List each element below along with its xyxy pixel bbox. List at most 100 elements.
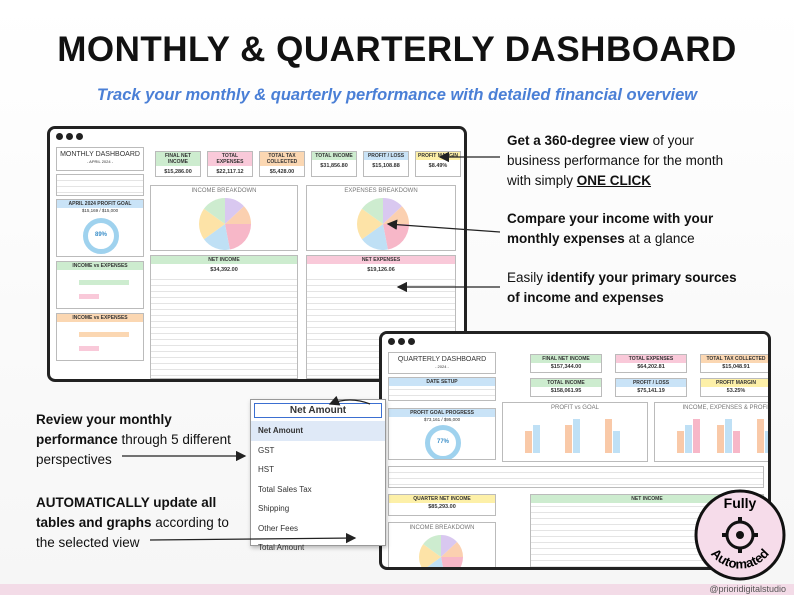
kpi-label: PROFIT / LOSS	[364, 152, 408, 160]
kpi-value: $31,856.80	[320, 163, 348, 169]
goal-percent: 89%	[94, 232, 107, 238]
compare-card: INCOME vs EXPENSES	[56, 261, 144, 309]
goal-label: APRIL 2024 PROFIT GOAL	[57, 200, 143, 208]
setup-label: DATE SETUP	[389, 378, 495, 386]
pie-slice	[225, 224, 251, 250]
kpi-label: TOTAL TAX COLLECTED	[701, 355, 768, 363]
kpi-card: PROFIT MARGIN 53.25%	[700, 378, 768, 397]
pie-slice	[423, 535, 441, 557]
expense-chart: EXPENSES BREAKDOWN	[306, 185, 456, 251]
kpi-value: $75,141.19	[637, 388, 665, 394]
dropdown-option[interactable]: Net Amount	[251, 421, 385, 441]
table-label: NET INCOME	[151, 256, 297, 264]
setup-block	[56, 174, 144, 196]
feature-segment: identify your primary sources of income …	[507, 270, 737, 305]
kpi-card: TOTAL TAX COLLECTED $15,048.91	[700, 354, 768, 373]
compare-bar	[79, 280, 129, 285]
kpi-value: $22,117.12	[216, 169, 244, 175]
monthly-window: MONTHLY DASHBOARD - APRIL 2024 - FINAL NET…	[47, 126, 467, 382]
kpi-card: PROFIT / LOSS $15,108.88	[363, 151, 409, 177]
bar-illustration	[565, 425, 572, 453]
income-chart: INCOME BREAKDOWN	[388, 522, 496, 567]
goal-card: PROFIT GOAL PROGRESS $73,161 / $95,000 77%	[388, 408, 496, 460]
goal-value: $73,161 / $95,000	[423, 417, 461, 422]
dropdown-option[interactable]: GST	[258, 445, 275, 455]
bar-illustration	[733, 431, 740, 453]
feature-segment: Easily	[507, 270, 547, 285]
subtitle: Track your monthly & quarterly performan…	[96, 86, 698, 104]
dropdown-option[interactable]: Total Amount	[258, 543, 305, 552]
kpi-card: TOTAL EXPENSES $22,117.12	[207, 151, 253, 177]
pie-slice	[199, 208, 225, 240]
pie-illustration	[357, 198, 409, 250]
pie-slice	[383, 198, 402, 224]
kpi-label: PROFIT MARGIN	[416, 152, 460, 160]
kpi-value: $15,108.88	[372, 163, 400, 169]
goal-percent: 77%	[436, 439, 449, 445]
kpi-value: $157,344.00	[550, 364, 582, 370]
kpi-label: TOTAL INCOME	[531, 379, 601, 387]
kpi-label: PROFIT MARGIN	[701, 379, 768, 387]
bar-illustration	[765, 431, 768, 453]
badge-top: Fully	[724, 495, 757, 511]
goal-card: APRIL 2024 PROFIT GOAL $15,169 / $15,000 8…	[56, 199, 144, 257]
dropdown-option[interactable]: Shipping	[258, 504, 290, 513]
feature-segment: of your business performance for the mon…	[507, 133, 724, 188]
pie-slice	[225, 198, 244, 224]
bar-illustration	[677, 431, 684, 453]
quarter-card: QUARTER NET INCOME $85,293.00	[388, 494, 496, 516]
kpi-label: TOTAL TAX COLLECTED	[260, 152, 304, 166]
progress-ring	[425, 425, 461, 459]
kpi-label: FINAL NET INCOME	[156, 152, 200, 166]
quarter-label: QUARTER NET INCOME	[389, 495, 495, 503]
dropdown-header[interactable]: Net Amount	[254, 403, 382, 418]
kpi-label: TOTAL INCOME	[312, 152, 356, 160]
bar-illustration	[605, 419, 612, 453]
compare-bar	[79, 294, 99, 299]
kpi-value: $15,286.00	[164, 169, 192, 175]
kpi-card: TOTAL EXPENSES $64,202.81	[615, 354, 687, 373]
compare-label: INCOME vs EXPENSES	[57, 314, 143, 322]
kpi-card: FINAL NET INCOME $157,344.00	[530, 354, 602, 373]
feature-text: AUTOMATICALLY update all tables and grap…	[36, 493, 251, 553]
summary-table	[388, 466, 764, 488]
table-card: NET INCOME $34,392.00	[150, 255, 298, 379]
arrows	[122, 151, 501, 544]
pie-slice	[419, 544, 441, 567]
chart-title: INCOME BREAKDOWN	[191, 188, 257, 194]
kpi-card: PROFIT / LOSS $75,141.19	[615, 378, 687, 397]
bar-chart: PROFIT vs GOAL	[502, 402, 648, 462]
bar-illustration	[525, 431, 532, 453]
progress-ring	[83, 218, 119, 254]
badge: Fully Automated	[694, 489, 786, 581]
feature-segment: according to the selected view	[36, 515, 229, 550]
kpi-value: $8.49%	[428, 163, 448, 169]
table-value: $19,126.06	[307, 264, 455, 275]
kpi-label: TOTAL EXPENSES	[208, 152, 252, 166]
pie-slice	[361, 224, 388, 250]
pie-slice	[383, 224, 409, 250]
bar-illustration	[717, 425, 724, 453]
quarter-value: $85,293.00	[428, 504, 456, 510]
bar-chart: INCOME, EXPENSES & PROFIT	[654, 402, 768, 462]
kpi-value: $64,202.81	[637, 364, 665, 370]
dropdown[interactable]: Net Amount Net Amount GST HST Total Sales T…	[250, 399, 386, 552]
compare-bar	[79, 332, 129, 337]
dropdown-option[interactable]: Total Sales Tax	[258, 484, 312, 494]
dash-period: - 2024 -	[435, 364, 449, 369]
compare-label: INCOME vs EXPENSES	[57, 262, 143, 270]
dash-title: MONTHLY DASHBOARD	[60, 151, 140, 158]
compare-bar	[79, 346, 99, 351]
dropdown-option[interactable]: HST	[258, 465, 274, 474]
kpi-label: PROFIT / LOSS	[616, 379, 686, 387]
kpi-card: TOTAL TAX COLLECTED $5,428.00	[259, 151, 305, 177]
feature-segment: ONE CLICK	[576, 173, 652, 188]
kpi-label: TOTAL EXPENSES	[616, 355, 686, 363]
dropdown-option[interactable]: Other Fees	[258, 523, 299, 533]
dash-title: QUARTERLY DASHBOARD	[397, 356, 487, 363]
pie-slice	[441, 535, 458, 557]
feature-segment: Get a 360-degree view	[507, 133, 649, 148]
compare-card: INCOME vs EXPENSES	[56, 313, 144, 361]
